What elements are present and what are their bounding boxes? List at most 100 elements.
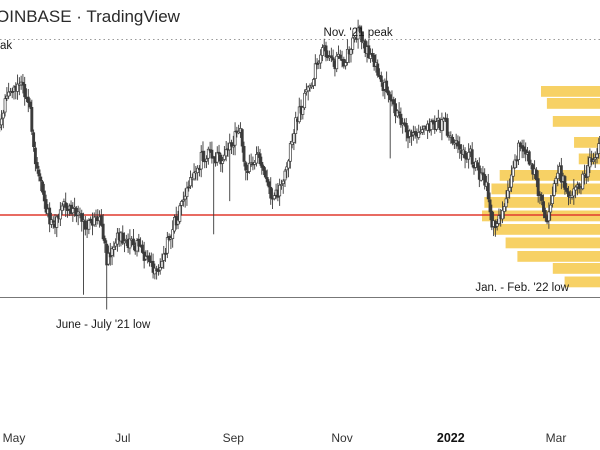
candle <box>99 209 103 227</box>
candle <box>477 157 481 188</box>
candle <box>554 176 558 193</box>
candle <box>33 141 37 172</box>
candle <box>552 180 556 197</box>
candle <box>294 111 298 144</box>
candle <box>44 194 48 215</box>
candle <box>255 146 258 167</box>
candle <box>550 186 554 208</box>
candle <box>335 51 339 73</box>
candle <box>504 190 508 212</box>
candle <box>265 169 269 186</box>
candle <box>470 142 474 168</box>
volume-profile-bar <box>505 237 600 249</box>
candle <box>372 52 376 71</box>
candle <box>51 216 55 229</box>
candle <box>483 168 487 190</box>
candle <box>210 141 214 164</box>
candle <box>301 105 305 120</box>
candle <box>559 157 563 190</box>
candle <box>7 82 11 100</box>
candle <box>26 88 30 113</box>
candle <box>288 141 292 169</box>
candle <box>522 139 526 159</box>
candle <box>137 233 141 253</box>
candle <box>247 154 251 174</box>
candle <box>148 252 151 267</box>
candle <box>180 199 184 216</box>
candle <box>278 178 282 206</box>
candle <box>244 160 248 181</box>
candle <box>376 59 380 78</box>
candle <box>262 164 266 176</box>
candle <box>547 202 551 229</box>
candle <box>121 225 125 245</box>
candle <box>509 165 513 193</box>
candle <box>345 39 349 66</box>
chart-source-label: OINBASE · TradingView <box>0 7 181 26</box>
candle <box>103 235 107 253</box>
volume-profile-bar <box>541 86 600 97</box>
candle <box>16 74 20 100</box>
candle <box>263 167 267 179</box>
candle <box>518 141 522 152</box>
candle <box>435 117 438 132</box>
candle <box>199 145 203 178</box>
candle <box>367 39 371 60</box>
candle <box>35 157 39 174</box>
candle <box>42 183 46 209</box>
candle <box>30 99 34 135</box>
x-tick-label: Sep <box>223 431 245 445</box>
candle <box>187 180 191 192</box>
volume-profile-bar <box>564 276 600 288</box>
candle <box>476 159 480 171</box>
candle <box>586 156 590 182</box>
candle <box>39 173 43 192</box>
volume-profile-bar <box>491 183 600 195</box>
candle <box>338 49 342 61</box>
candle <box>556 164 560 187</box>
candle <box>588 148 592 174</box>
candle <box>536 170 540 203</box>
candle <box>128 229 132 255</box>
candle <box>349 47 353 63</box>
candle <box>572 179 576 205</box>
candle <box>206 146 210 165</box>
candle <box>511 161 515 183</box>
candle <box>222 146 226 162</box>
volume-profile-bar <box>574 137 600 148</box>
candle <box>287 158 291 178</box>
candle <box>538 191 542 205</box>
candle <box>397 102 401 119</box>
candle <box>92 212 96 227</box>
candle <box>101 213 105 241</box>
candle <box>567 186 570 206</box>
candle <box>577 182 581 194</box>
x-tick-label: May <box>3 431 26 445</box>
candle <box>165 231 169 259</box>
x-tick-label: Mar <box>546 431 567 445</box>
candle <box>87 218 91 235</box>
candle <box>164 248 167 262</box>
candle <box>28 98 32 109</box>
candle <box>479 168 483 182</box>
candle <box>41 179 44 195</box>
candle <box>269 177 273 205</box>
candle <box>410 129 414 146</box>
candle <box>73 197 77 217</box>
candle <box>440 112 444 141</box>
candle <box>442 116 446 131</box>
candle <box>114 238 118 251</box>
candle <box>370 48 374 62</box>
candle <box>315 58 319 70</box>
candle <box>196 165 200 181</box>
candle <box>529 159 533 170</box>
candle <box>360 25 364 50</box>
candle <box>69 200 73 216</box>
candle <box>404 117 408 142</box>
candle <box>392 96 396 114</box>
volume-profile-bar <box>552 116 600 127</box>
candle <box>527 149 531 166</box>
peak-label-cut: ak <box>0 40 12 52</box>
candle <box>32 129 36 152</box>
